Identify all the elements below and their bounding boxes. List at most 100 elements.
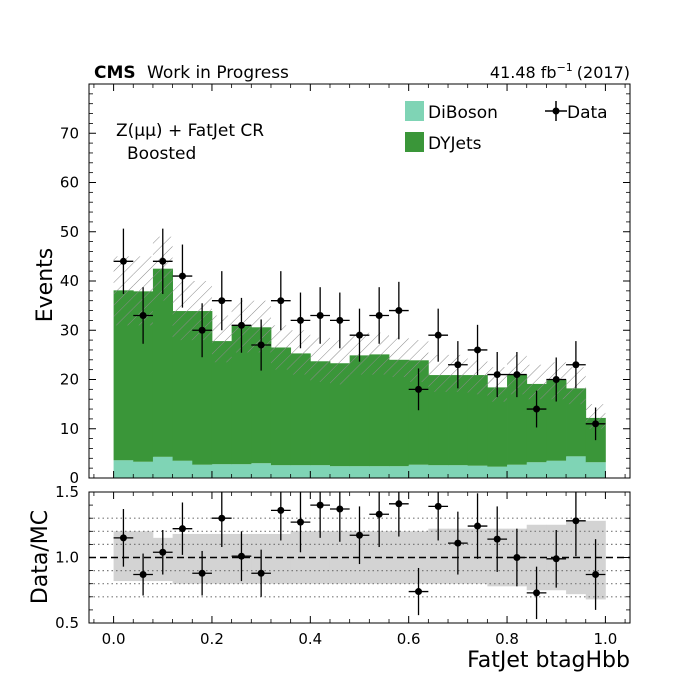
ratio-band-bin <box>211 533 233 584</box>
lumi-year: (2017) <box>577 63 630 82</box>
bar-dyjets <box>113 290 134 461</box>
ratio-marker <box>218 514 226 522</box>
bar-dyjets <box>290 353 311 466</box>
legend-data-marker <box>552 107 560 115</box>
legend-label-data: Data <box>567 103 608 123</box>
bar-diboson <box>270 465 292 478</box>
bar-dyjets <box>270 347 292 466</box>
lumi-value: 41.48 fb <box>490 63 557 82</box>
data-marker <box>178 272 186 280</box>
data-marker <box>356 331 363 339</box>
bar-dyjets <box>172 311 193 461</box>
bar-diboson <box>133 461 154 478</box>
bar-diboson <box>428 465 449 478</box>
bar-diboson <box>172 460 193 478</box>
ratio-panel: 0.5 1.0 1.5 0.0 0.2 0.4 0.6 0.8 1.0 Data/MC FatJ… <box>28 483 631 673</box>
bar-dyjets <box>467 375 488 466</box>
data-marker <box>277 297 285 305</box>
ratio-marker <box>572 517 580 525</box>
bar-dyjets <box>251 327 272 464</box>
ratio-marker <box>434 502 442 510</box>
ratio-marker <box>198 569 206 577</box>
luminosity-label: 41.48 fb−1 (2017) <box>490 61 630 82</box>
ratio-marker <box>552 555 560 563</box>
data-marker <box>218 297 226 305</box>
data-marker <box>296 316 304 324</box>
ratio-marker <box>375 510 383 518</box>
ratio-marker <box>493 535 501 543</box>
data-marker <box>493 371 501 379</box>
ratio-marker <box>533 589 541 597</box>
y-tick-label: 70 <box>60 124 79 142</box>
ratio-band-bin <box>270 533 292 584</box>
bar-dyjets <box>566 388 587 457</box>
bar-diboson <box>448 465 469 478</box>
ratio-y-tick-label: 0.5 <box>55 614 79 632</box>
bar-diboson <box>113 460 134 478</box>
ratio-marker <box>119 534 127 542</box>
x-tick-label: 0.8 <box>495 630 519 648</box>
legend: DiBoson DYJets Data <box>405 101 608 154</box>
ratio-marker <box>415 588 423 596</box>
ratio-marker <box>159 548 167 556</box>
bar-diboson <box>211 464 233 478</box>
bar-diboson <box>526 462 547 478</box>
hatch-bin <box>467 359 488 395</box>
y-tick-label: 50 <box>60 223 79 241</box>
ratio-marker <box>277 506 285 514</box>
y-tick-label: 40 <box>60 272 79 290</box>
bar-diboson <box>310 465 331 478</box>
hatch-bin <box>526 364 547 400</box>
data-marker <box>572 361 580 369</box>
bar-diboson <box>585 462 606 478</box>
bar-dyjets <box>428 375 449 466</box>
x-tick-label: 0.2 <box>200 630 224 648</box>
main-ticks: 0 10 20 30 40 50 60 70 <box>60 84 630 487</box>
data-marker <box>415 385 423 393</box>
hatch-bin <box>408 340 429 382</box>
data-marker <box>375 311 383 319</box>
region-label-line2: Boosted <box>127 144 196 164</box>
bar-dyjets <box>507 374 528 465</box>
ratio-y-axis-label: Data/MC <box>28 510 53 604</box>
data-marker <box>552 376 560 383</box>
data-marker <box>434 331 442 339</box>
bar-dyjets <box>349 355 370 467</box>
ratio-marker <box>139 571 147 579</box>
bar-diboson <box>349 466 370 478</box>
data-marker <box>592 420 600 428</box>
bar-diboson <box>566 456 587 478</box>
bar-dyjets <box>310 361 331 466</box>
data-points <box>113 228 606 441</box>
bar-diboson <box>251 463 272 478</box>
y-tick-label: 60 <box>60 174 79 192</box>
bar-dyjets <box>211 341 233 465</box>
y-tick-label: 0 <box>69 469 79 487</box>
ratio-marker <box>474 522 482 530</box>
ratio-marker <box>513 554 521 561</box>
bar-diboson <box>192 464 213 478</box>
stacked-histogram <box>113 268 606 478</box>
bar-dyjets <box>408 360 429 465</box>
legend-label-dyjets: DYJets <box>428 134 482 154</box>
cms-label: CMS <box>94 63 136 83</box>
bar-diboson <box>231 464 252 478</box>
bar-dyjets <box>133 291 154 462</box>
data-marker <box>119 257 127 265</box>
data-marker <box>237 321 245 329</box>
hatch-bin <box>329 340 350 385</box>
hatch-bin <box>290 330 311 375</box>
bar-dyjets <box>192 311 213 465</box>
ratio-marker <box>592 571 600 579</box>
bar-diboson <box>467 465 488 478</box>
data-marker <box>533 405 541 413</box>
bar-diboson <box>408 464 429 478</box>
data-marker <box>395 307 403 315</box>
bar-diboson <box>369 466 390 478</box>
y-axis-label: Events <box>33 248 58 323</box>
ratio-band-bin <box>526 524 547 591</box>
region-label-line1: Z(μμ) + FatJet CR <box>116 121 264 141</box>
bar-dyjets <box>152 268 174 457</box>
ratio-marker <box>316 501 324 509</box>
data-marker <box>474 346 482 354</box>
